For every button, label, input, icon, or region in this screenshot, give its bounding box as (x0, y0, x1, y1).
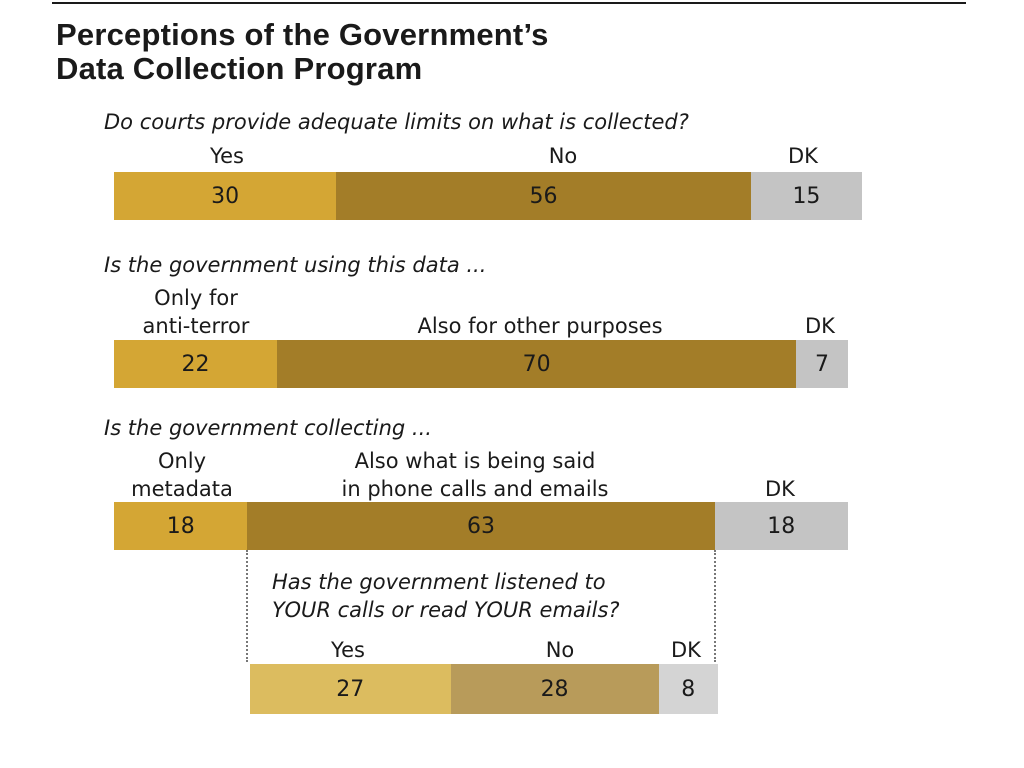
bar-value-label: 27 (336, 676, 365, 702)
bar-segment-dk: 8 (658, 664, 718, 714)
category-label-line: Also what is being said (354, 449, 596, 473)
bracket-line-left (246, 550, 248, 662)
question-listened-to-you: Has the government listened to YOUR call… (272, 568, 620, 624)
category-label-line: Yes (210, 144, 244, 168)
chart-title-line-1: Perceptions of the Government’s (56, 17, 549, 52)
category-label-line: Yes (331, 638, 365, 662)
bar-value-label: 30 (211, 183, 240, 209)
bar-value-label: 8 (681, 676, 696, 702)
bar-segment-dk: 18 (714, 502, 848, 550)
category-label-no: No (520, 636, 600, 664)
bar-value-label: 70 (522, 351, 551, 377)
category-label-yes: Yes (182, 142, 272, 170)
bracket-line-right (714, 550, 716, 662)
question-courts-limits: Do courts provide adequate limits on wha… (104, 110, 689, 134)
bar-segment-second: 28 (450, 664, 659, 714)
category-label-dk: DK (750, 475, 810, 503)
question-line: YOUR calls or read YOUR emails? (272, 598, 620, 622)
bar-segment-second: 70 (277, 340, 797, 388)
bar-value-label: 18 (166, 513, 195, 539)
chart-title: Perceptions of the Government’s Data Col… (56, 18, 549, 86)
category-label-what-is-said: Also what is being said in phone calls a… (290, 447, 660, 503)
stacked-bar-courts-limits: 30 56 15 (114, 172, 862, 220)
category-label-no: No (518, 142, 608, 170)
bar-value-label: 18 (767, 513, 796, 539)
bar-value-label: 56 (529, 183, 558, 209)
category-label-line: Only for (154, 286, 238, 310)
bar-segment-first: 22 (114, 340, 278, 388)
bar-value-label: 28 (540, 676, 569, 702)
bar-value-label: 22 (181, 351, 210, 377)
bar-value-label: 63 (466, 513, 495, 539)
category-label-line: DK (671, 638, 701, 662)
category-label-line: anti-terror (142, 314, 250, 338)
question-collecting: Is the government collecting ... (104, 416, 432, 440)
category-label-line: DK (788, 144, 818, 168)
stacked-bar-data-use: 22 70 7 (114, 340, 848, 388)
bar-segment-second: 63 (247, 502, 715, 550)
bar-segment-first: 30 (114, 172, 337, 220)
bar-segment-first: 27 (250, 664, 451, 714)
bar-segment-first: 18 (114, 502, 248, 550)
category-label-line: metadata (131, 477, 233, 501)
category-label-line: DK (765, 477, 795, 501)
category-label-other-purposes: Also for other purposes (370, 312, 710, 340)
category-label-line: in phone calls and emails (341, 477, 609, 501)
stacked-bar-listened-to-you: 27 28 8 (250, 664, 718, 714)
category-label-only-metadata: Only metadata (110, 447, 254, 503)
chart-title-line-2: Data Collection Program (56, 51, 423, 86)
category-label-line: Also for other purposes (417, 314, 663, 338)
category-label-line: DK (805, 314, 835, 338)
bar-value-label: 15 (792, 183, 821, 209)
category-label-yes: Yes (308, 636, 388, 664)
category-label-line: No (545, 638, 575, 662)
category-label-dk: DK (758, 142, 848, 170)
question-data-use: Is the government using this data ... (104, 253, 487, 277)
category-label-line: Only (157, 449, 207, 473)
bar-segment-second: 56 (336, 172, 751, 220)
category-label-dk: DK (790, 312, 850, 340)
bar-value-label: 7 (815, 351, 830, 377)
category-label-only-anti-terror: Only for anti-terror (112, 284, 280, 340)
question-line: Has the government listened to (272, 570, 606, 594)
category-label-line: No (548, 144, 578, 168)
stacked-bar-collecting: 18 63 18 (114, 502, 848, 550)
top-rule (52, 2, 966, 4)
bar-segment-dk: 7 (796, 340, 848, 388)
category-label-dk: DK (656, 636, 716, 664)
bar-segment-dk: 15 (750, 172, 862, 220)
